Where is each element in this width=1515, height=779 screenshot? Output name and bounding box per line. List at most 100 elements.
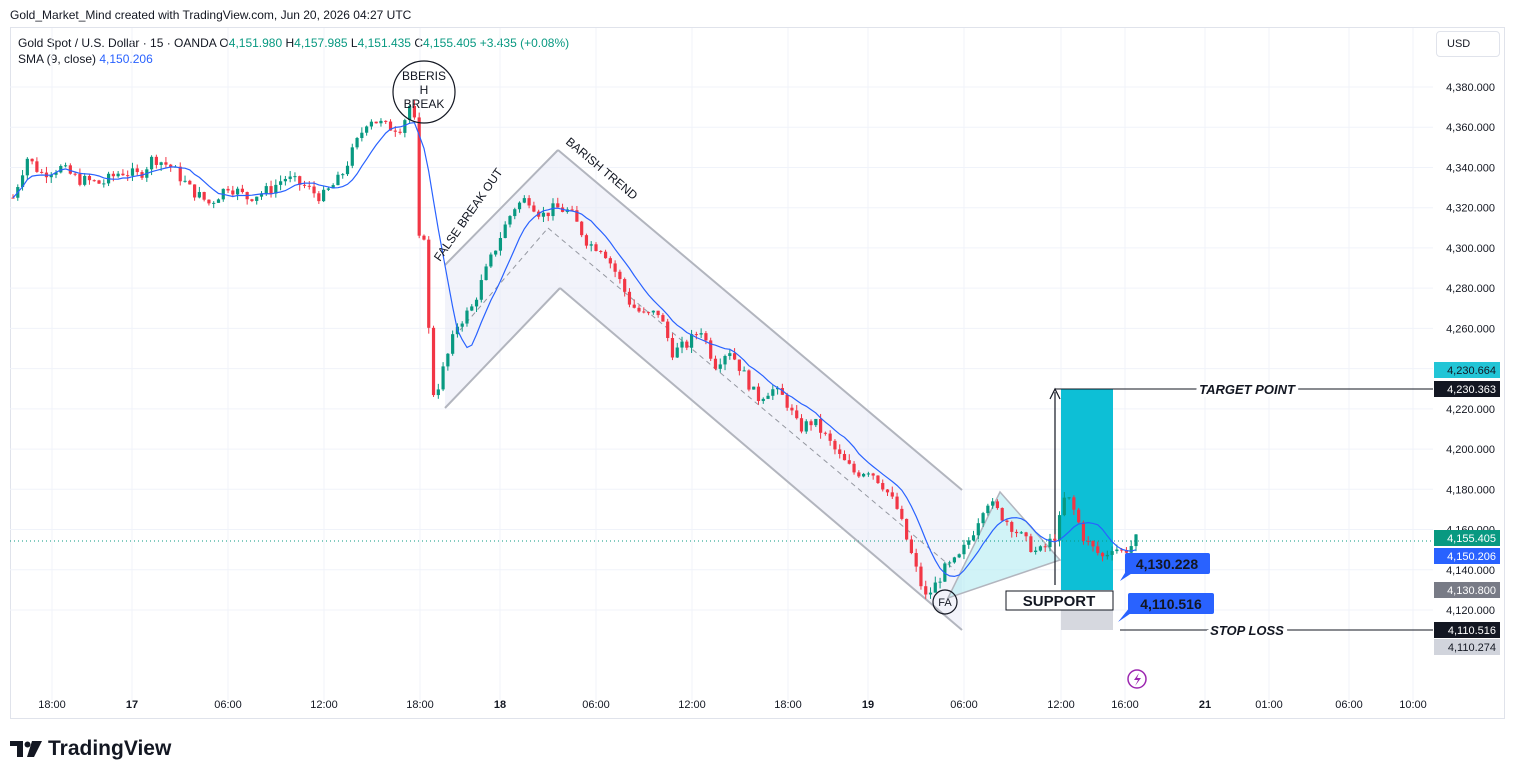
- candle-body: [551, 203, 555, 217]
- candle-body: [59, 166, 63, 173]
- fa-marker[interactable]: FA: [932, 589, 958, 615]
- candle-body: [192, 184, 197, 198]
- candle-body: [1014, 531, 1019, 534]
- candle-body: [971, 535, 976, 541]
- candle-body: [885, 489, 890, 493]
- candle-body: [83, 175, 87, 185]
- y-tick-label: 4,200.000: [1446, 444, 1495, 456]
- candle-body: [809, 421, 813, 426]
- candle-body: [862, 473, 866, 477]
- tradingview-logo-icon: [10, 741, 42, 757]
- x-tick-label: 12:00: [678, 699, 706, 711]
- candle-body: [766, 395, 770, 399]
- candle-body: [35, 161, 39, 172]
- candle-body: [513, 209, 517, 217]
- candle-body: [833, 440, 837, 450]
- candle-body: [795, 410, 799, 419]
- candle-body: [1081, 522, 1086, 541]
- candle-body: [1005, 520, 1009, 523]
- candle-body: [240, 188, 244, 193]
- candle-body: [188, 180, 192, 185]
- bberish-line1: BBERIS: [402, 69, 446, 83]
- candle-body: [226, 188, 230, 191]
- candle-body: [408, 106, 412, 121]
- candle-body: [379, 120, 383, 124]
- candle-body: [73, 173, 77, 175]
- candle-body: [847, 460, 851, 464]
- candle-body: [25, 158, 29, 176]
- candle-body: [279, 181, 283, 185]
- candle-body: [20, 175, 25, 188]
- support-box[interactable]: SUPPORT: [1005, 590, 1114, 611]
- candle-body: [489, 254, 493, 267]
- candle-body: [451, 334, 455, 354]
- bberish-break-marker[interactable]: BBERIS H BREAK: [392, 60, 456, 124]
- candle-body: [1129, 546, 1133, 553]
- target-point-halo: TARGET POINT: [1199, 382, 1296, 397]
- candle-body: [130, 168, 135, 176]
- sma-label[interactable]: SMA (9, close): [18, 52, 97, 66]
- candle-body: [775, 388, 780, 390]
- candle-body: [532, 205, 536, 212]
- candle-body: [799, 418, 804, 432]
- price-label-bg: [1434, 622, 1500, 638]
- candle-body: [819, 418, 823, 433]
- x-tick-label: 10:00: [1399, 699, 1427, 711]
- chart-attribution: Gold_Market_Mind created with TradingVie…: [10, 8, 412, 22]
- x-tick-label: 18:00: [38, 699, 66, 711]
- candle-body: [169, 164, 173, 168]
- candle-body: [627, 291, 632, 305]
- price-label-bg: [1434, 530, 1500, 546]
- tradingview-logo[interactable]: TradingView: [10, 737, 171, 761]
- candle-body: [384, 120, 388, 122]
- x-tick-label: 16:00: [1111, 699, 1139, 711]
- lightning-icon[interactable]: [1127, 669, 1147, 689]
- candle-body: [97, 180, 101, 184]
- currency-selector[interactable]: USD: [1436, 31, 1500, 57]
- target-zone[interactable]: [1061, 389, 1113, 590]
- candle-body: [365, 126, 369, 133]
- candle-body: [479, 280, 483, 300]
- candle-body: [197, 192, 201, 198]
- candle-body: [255, 196, 259, 201]
- candle-body: [183, 180, 187, 182]
- x-tick-label: 06:00: [950, 699, 978, 711]
- candle-body: [207, 199, 211, 204]
- y-tick-label: 4,380.000: [1446, 82, 1495, 94]
- candle-body: [135, 168, 139, 173]
- time-axis[interactable]: 18:00 17 06:00 12:00 18:00 18 06:00 12:00 18:00 1…: [38, 699, 1427, 711]
- candle-body: [651, 310, 655, 313]
- candle-body: [1115, 549, 1119, 552]
- price-callout-4130[interactable]: 4,130.228: [1120, 553, 1210, 581]
- candle-body: [914, 553, 918, 567]
- y-tick-label: 4,280.000: [1446, 283, 1495, 295]
- candle-body: [823, 432, 827, 434]
- candle-body: [575, 210, 579, 222]
- low-value: 4,151.435: [357, 36, 411, 50]
- candle-body: [1120, 549, 1124, 551]
- candle-body: [78, 174, 82, 185]
- candle-body: [508, 216, 512, 225]
- price-callout-4110[interactable]: 4,110.516: [1118, 593, 1214, 622]
- candle-body: [369, 121, 374, 127]
- candle-body: [484, 266, 488, 281]
- candle-body: [866, 473, 870, 475]
- candle-body: [1091, 541, 1095, 547]
- candle-body: [842, 453, 847, 461]
- candle-body: [728, 353, 732, 356]
- candle-body: [1048, 538, 1052, 548]
- candle-body: [642, 311, 646, 313]
- candle-body: [995, 501, 1000, 509]
- candle-body: [398, 131, 402, 133]
- candle-body: [957, 554, 961, 558]
- close-value: 4,155.405: [423, 36, 477, 50]
- candle-body: [465, 310, 469, 324]
- candle-body: [460, 323, 464, 327]
- candle-body: [1029, 536, 1033, 552]
- candle-body: [556, 203, 560, 208]
- candle-body: [666, 321, 670, 339]
- symbol-title[interactable]: Gold Spot / U.S. Dollar · 15 · OANDA: [18, 36, 217, 50]
- candle-body: [828, 433, 832, 441]
- candle-body: [723, 355, 727, 365]
